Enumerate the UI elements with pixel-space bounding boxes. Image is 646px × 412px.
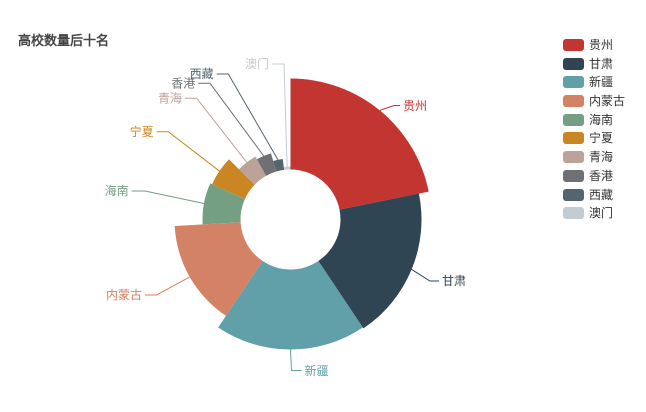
pie-slice-6[interactable] (238, 156, 267, 185)
legend-label: 新疆 (589, 75, 614, 90)
legend-label: 澳门 (589, 206, 614, 221)
label-line-1 (411, 268, 439, 282)
legend-swatch-icon (563, 169, 584, 182)
pie-slice-8[interactable] (273, 159, 285, 172)
legend-swatch-icon (563, 132, 584, 145)
legend-item-1[interactable]: 甘肃 (563, 56, 625, 71)
label-line-8 (216, 73, 279, 161)
legend-label: 香港 (589, 168, 614, 183)
slice-label-4: 海南 (105, 183, 129, 198)
chart-title: 高校数量后十名 (18, 33, 110, 48)
pie-slice-1[interactable] (318, 193, 422, 329)
legend-label: 甘肃 (589, 56, 614, 71)
pie-slice-5[interactable] (212, 159, 255, 199)
slice-label-8: 西藏 (190, 67, 214, 81)
legend-item-5[interactable]: 宁夏 (563, 131, 625, 146)
pie-slice-9[interactable] (283, 166, 291, 170)
legend-swatch-icon (563, 57, 584, 70)
label-line-6 (185, 97, 248, 163)
label-line-7 (198, 82, 265, 157)
legend-item-3[interactable]: 内蒙古 (563, 94, 626, 109)
legend-label: 青海 (589, 150, 614, 165)
pie-slice-0[interactable] (290, 78, 429, 210)
label-line-5 (156, 131, 220, 172)
legend-item-2[interactable]: 新疆 (563, 75, 625, 90)
label-line-3 (145, 276, 190, 296)
slice-label-2: 新疆 (305, 363, 329, 378)
legend-item-7[interactable]: 香港 (563, 168, 625, 183)
legend-swatch-icon (563, 188, 584, 201)
legend-item-8[interactable]: 西藏 (563, 187, 625, 202)
legend-item-9[interactable]: 澳门 (563, 206, 625, 221)
legend-swatch-icon (563, 95, 584, 108)
legend-item-6[interactable]: 青海 (563, 150, 625, 165)
legend-swatch-icon (563, 113, 584, 126)
legend-label: 贵州 (589, 38, 614, 52)
pie-slice-2[interactable] (218, 261, 363, 350)
slice-label-7: 香港 (171, 77, 195, 91)
legend-label: 内蒙古 (589, 94, 626, 109)
slice-label-1: 甘肃 (442, 274, 466, 288)
legend-swatch-icon (563, 207, 584, 220)
label-line-9 (272, 63, 288, 167)
legend-swatch-icon (563, 151, 584, 164)
legend: 贵州甘肃新疆内蒙古海南宁夏青海香港西藏澳门 (563, 39, 625, 226)
legend-swatch-icon (563, 39, 584, 51)
legend-item-4[interactable]: 海南 (563, 112, 625, 127)
slice-label-3: 内蒙古 (106, 287, 142, 302)
label-line-4 (131, 190, 205, 204)
slice-label-6: 青海 (158, 91, 182, 106)
legend-label: 海南 (589, 112, 614, 127)
slice-label-9: 澳门 (245, 56, 269, 71)
pie-slice-3[interactable] (174, 222, 263, 316)
label-line-2 (290, 349, 302, 371)
slice-label-0: 贵州 (403, 99, 427, 113)
legend-label: 宁夏 (589, 131, 614, 146)
legend-swatch-icon (563, 76, 584, 89)
legend-label: 西藏 (589, 187, 614, 202)
pie-slice-7[interactable] (256, 153, 277, 176)
label-line-0 (379, 105, 400, 111)
legend-item-0[interactable]: 贵州 (563, 39, 625, 51)
slice-label-5: 宁夏 (130, 124, 154, 139)
pie-slice-4[interactable] (202, 183, 245, 225)
